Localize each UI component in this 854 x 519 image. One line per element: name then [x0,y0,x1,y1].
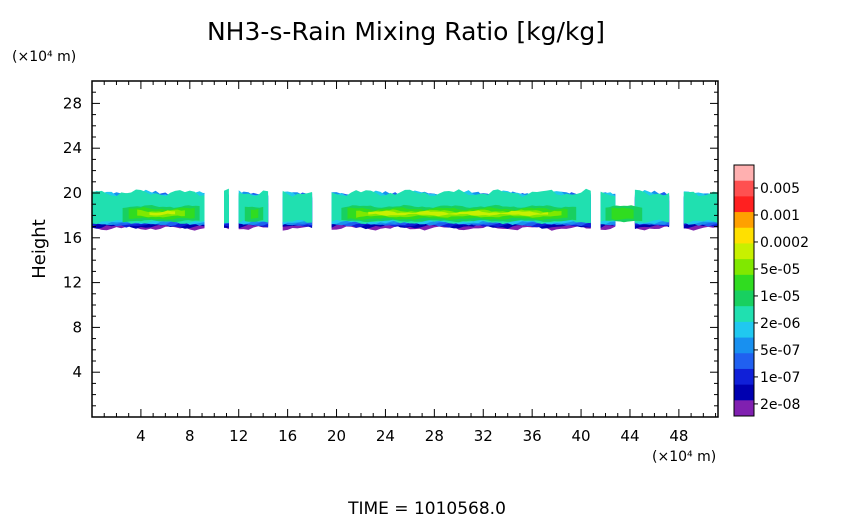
colorbar-label: 1e-05 [760,289,800,305]
colorbar-swatch [734,306,754,323]
x-tick-label: 40 [572,427,591,445]
colorbar-label: 2e-06 [760,316,800,332]
colorbar-label: 0.005 [760,181,800,197]
colorbar-labels: 0.005 0.001 0.0002 5e-05 1e-05 2e-06 5e-07 1e-0… [754,181,809,413]
x-unit-label: (×10⁴ m) [652,449,716,465]
field-core-layer [611,207,634,220]
colorbar-swatch [734,290,754,307]
colorbar-swatch [734,337,754,354]
x-tick-label: 44 [620,427,639,445]
x-axis-ticks: 4 8 12 16 20 24 28 32 36 40 44 48 [103,81,717,445]
y-tick-label: 28 [63,94,82,112]
colorbar-swatch [734,368,754,386]
colorbar-swatch [734,165,754,182]
y-tick-label: 24 [63,139,82,157]
x-tick-label: 32 [474,427,493,445]
y-tick-label: 8 [72,318,82,336]
colorbar-swatch [734,180,754,197]
y-axis-ticks: 4 8 12 16 20 24 28 [63,91,718,407]
colorbar-swatch [734,274,754,291]
x-tick-label: 48 [669,427,688,445]
x-tick-label: 36 [523,427,542,445]
field-core-layer [149,210,176,216]
y-axis-label: Height [29,219,50,279]
y-unit-label: (×10⁴ m) [12,49,76,65]
plot-frame [91,80,719,418]
colorbar-frame [733,164,755,417]
colorbar-swatch [734,321,754,339]
y-tick-label: 16 [63,229,82,247]
colorbar-label: 1e-07 [760,370,800,386]
colorbar-label: 0.0002 [760,235,809,251]
x-tick-label: 16 [278,427,297,445]
y-tick-label: 12 [63,274,82,292]
colorbar-label: 5e-07 [760,343,800,359]
colorbar-swatch [734,243,754,260]
colorbar-swatch [734,259,754,276]
time-label: TIME = 1010568.0 [347,499,506,519]
x-tick-label: 4 [136,427,146,445]
colorbar-swatch [734,227,754,244]
field-core-layer [368,210,549,217]
y-tick-label: 4 [72,363,82,381]
colorbar-swatch [734,353,754,370]
colorbar-swatch [734,400,754,417]
x-tick-label: 8 [185,427,195,445]
mixing-ratio-field [92,188,718,231]
colorbar [733,164,755,417]
field-core-layer [250,208,259,219]
y-tick-label: 20 [63,184,82,202]
x-tick-label: 24 [376,427,395,445]
x-tick-label: 28 [425,427,444,445]
x-tick-label: 20 [327,427,346,445]
colorbar-swatch [734,196,754,213]
colorbar-swatch [734,384,754,401]
chart-title: NH3-s-Rain Mixing Ratio [kg/kg] [207,17,605,46]
x-tick-label: 12 [229,427,248,445]
colorbar-label: 5e-05 [760,262,800,278]
colorbar-label: 2e-08 [760,397,800,413]
colorbar-swatch [734,212,754,229]
colorbar-label: 0.001 [760,208,800,224]
